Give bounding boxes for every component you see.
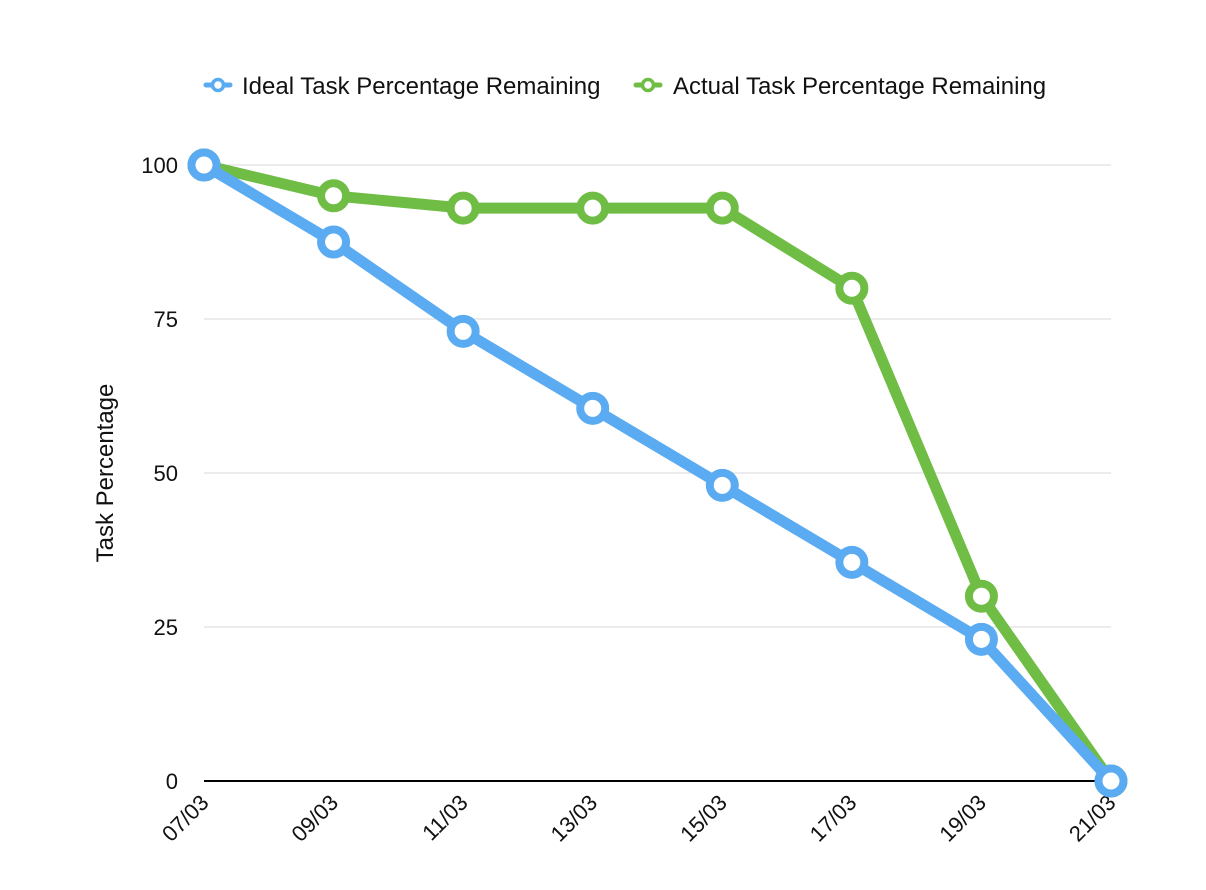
data-point <box>446 314 480 348</box>
x-tick-label: 21/03 <box>1064 790 1121 847</box>
y-tick-label: 75 <box>154 307 178 332</box>
legend-item-actual: Actual Task Percentage Remaining <box>633 73 1046 100</box>
series-lines <box>187 148 1128 798</box>
y-tick-label: 50 <box>154 461 178 486</box>
x-tick-label: 13/03 <box>546 790 603 847</box>
data-point <box>576 391 610 425</box>
data-point <box>317 225 351 259</box>
series-line <box>198 159 1117 787</box>
y-tick-label: 25 <box>154 615 178 640</box>
y-axis-tick-labels: 0 25 50 75 100 <box>141 153 178 794</box>
legend-actual-label: Actual Task Percentage Remaining <box>673 73 1046 100</box>
data-point <box>705 191 739 225</box>
series-ideal <box>187 148 1128 798</box>
gridlines <box>204 164 1111 628</box>
x-tick-label: 09/03 <box>286 790 343 847</box>
x-tick-label: 19/03 <box>934 790 991 847</box>
series-line <box>198 159 1117 787</box>
legend: Ideal Task Percentage Remaining Actual T… <box>203 73 1046 100</box>
series-actual <box>187 148 1128 798</box>
data-point <box>446 191 480 225</box>
legend-ideal-marker-icon <box>210 77 226 93</box>
x-tick-label: 07/03 <box>157 790 214 847</box>
x-tick-label: 11/03 <box>417 790 472 845</box>
y-axis-title: Task Percentage <box>92 384 119 563</box>
data-point <box>964 622 998 656</box>
data-point <box>964 579 998 613</box>
data-point <box>187 148 221 182</box>
data-point <box>705 468 739 502</box>
y-tick-label: 100 <box>141 153 178 178</box>
y-tick-label: 0 <box>166 769 178 794</box>
data-point <box>835 545 869 579</box>
data-point <box>835 271 869 305</box>
x-axis-tick-labels: 07/03 09/03 11/03 13/03 15/03 17/03 19/03 21/03 <box>157 790 1121 847</box>
legend-actual-marker-icon <box>640 77 656 93</box>
legend-ideal-label: Ideal Task Percentage Remaining <box>242 73 600 100</box>
x-tick-label: 15/03 <box>675 790 732 847</box>
data-point <box>576 191 610 225</box>
legend-item-ideal: Ideal Task Percentage Remaining <box>203 73 600 100</box>
data-point <box>317 179 351 213</box>
data-point <box>1094 764 1128 798</box>
x-tick-label: 17/03 <box>805 790 862 847</box>
